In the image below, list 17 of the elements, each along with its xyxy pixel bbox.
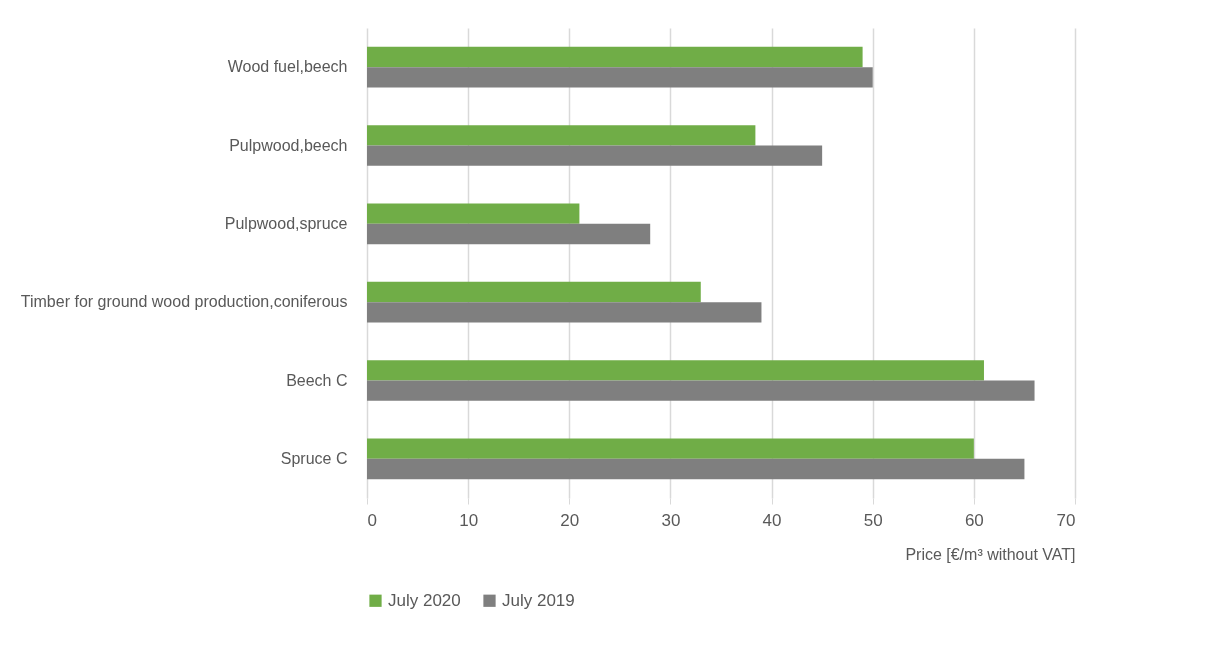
x-tick-label: 50 [863,510,883,530]
x-tick-label: 30 [661,510,681,530]
y-tick-label: Timber for ground wood production,coniferous [20,293,348,311]
y-tick-label: Pulpwood,spruce [224,214,348,232]
y-tick-label: Pulpwood,beech [229,136,348,154]
x-tick-label: 0 [367,510,377,530]
y-tick-label: Beech C [286,371,348,389]
x-tick-label: 20 [560,510,580,530]
x-axis-title: Price [€/m³ without VAT] [905,545,1076,563]
x-tick-label: 60 [964,510,984,530]
x-tick-label: 70 [1056,510,1076,530]
y-tick-label: Wood fuel,beech [227,58,348,76]
x-tick-label: 40 [762,510,782,530]
x-tick-label: 10 [459,510,479,530]
y-tick-label: Spruce C [280,449,348,467]
legend-label: July 2019 [502,590,575,610]
legend-label: July 2020 [388,590,461,610]
